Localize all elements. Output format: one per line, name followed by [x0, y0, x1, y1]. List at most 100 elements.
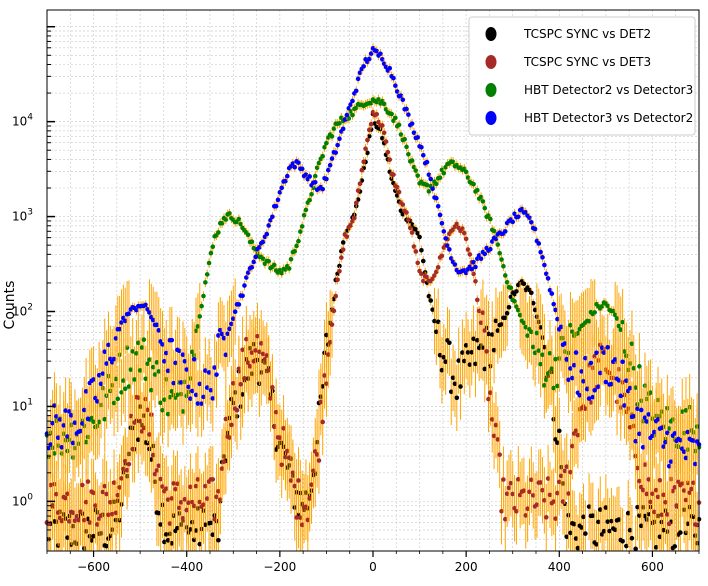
data-point: [54, 414, 59, 419]
data-point: [657, 534, 663, 540]
data-point: [221, 335, 227, 341]
data-point: [502, 516, 508, 522]
data-point: [150, 317, 156, 323]
data-point: [398, 93, 404, 98]
data-point: [121, 378, 126, 383]
data-point: [622, 349, 627, 354]
data-point: [232, 309, 238, 315]
data-point: [489, 417, 495, 422]
data-point: [219, 331, 225, 337]
data-point: [98, 513, 104, 518]
data-point: [404, 106, 409, 112]
data-point: [590, 513, 596, 519]
data-point: [570, 443, 575, 449]
data-point: [303, 504, 309, 510]
data-point: [337, 268, 342, 274]
data-point: [687, 490, 692, 495]
data-point: [115, 492, 121, 498]
data-point: [184, 367, 190, 372]
data-point: [556, 479, 562, 485]
data-point: [108, 356, 113, 362]
data-point: [542, 344, 547, 350]
data-point: [165, 538, 171, 543]
data-point: [620, 359, 625, 365]
data-point: [143, 376, 149, 382]
data-point: [50, 503, 55, 508]
data-point: [70, 440, 76, 446]
data-point: [434, 195, 439, 201]
data-point: [152, 471, 158, 477]
data-point: [635, 504, 640, 510]
data-point: [434, 181, 439, 187]
data-point: [48, 482, 54, 488]
data-point: [288, 256, 294, 262]
data-point: [538, 325, 543, 330]
data-point: [411, 244, 417, 249]
data-point: [322, 144, 327, 150]
data-point: [167, 521, 173, 526]
data-point: [180, 409, 186, 414]
data-point: [337, 263, 342, 269]
data-point: [452, 262, 458, 267]
data-point: [450, 375, 456, 381]
data-point: [210, 396, 216, 401]
data-point: [130, 446, 135, 452]
data-point: [637, 478, 642, 484]
data-point: [271, 424, 277, 430]
data-point: [394, 89, 400, 94]
y-tick-label: 100: [12, 492, 33, 508]
data-point: [186, 500, 191, 506]
data-point: [85, 516, 91, 522]
data-point: [581, 378, 586, 384]
data-point: [322, 373, 327, 378]
data-point: [635, 465, 640, 471]
data-point: [217, 327, 223, 333]
data-point: [104, 543, 109, 549]
data-point: [434, 269, 439, 275]
data-point: [646, 511, 652, 517]
data-point: [571, 521, 577, 527]
data-point: [85, 416, 91, 422]
data-point: [156, 463, 162, 469]
data-point: [534, 502, 540, 508]
data-point: [594, 542, 599, 547]
legend-label: TCSPC SYNC vs DET2: [523, 27, 651, 41]
data-point: [137, 418, 143, 424]
data-point: [570, 329, 575, 334]
data-point: [504, 280, 510, 285]
data-point: [59, 518, 65, 524]
data-point: [111, 356, 117, 362]
data-point: [605, 303, 611, 309]
data-point: [197, 381, 203, 387]
data-point: [609, 518, 614, 524]
data-point: [160, 408, 165, 413]
plot-area: [44, 43, 702, 552]
data-point: [119, 320, 124, 325]
data-point: [530, 300, 536, 306]
data-point: [651, 429, 657, 435]
data-point: [72, 420, 78, 426]
data-point: [311, 468, 316, 474]
data-point: [447, 340, 452, 346]
x-tick-label: 0: [369, 560, 377, 574]
data-point: [568, 366, 573, 371]
data-point: [478, 194, 484, 200]
data-point: [124, 345, 130, 350]
data-point: [117, 326, 122, 332]
data-point: [98, 381, 104, 387]
data-point: [674, 503, 679, 508]
data-point: [478, 256, 484, 262]
data-point: [156, 369, 162, 374]
data-point: [325, 167, 331, 173]
data-point: [648, 499, 653, 505]
data-point: [461, 358, 467, 364]
data-point: [491, 433, 497, 439]
data-point: [415, 260, 421, 266]
data-point: [525, 333, 530, 338]
data-point: [96, 419, 102, 425]
data-point: [93, 395, 98, 401]
data-point: [352, 215, 357, 221]
legend-label: HBT Detector3 vs Detector2: [524, 111, 693, 125]
data-point: [624, 543, 629, 549]
data-point: [55, 510, 61, 515]
